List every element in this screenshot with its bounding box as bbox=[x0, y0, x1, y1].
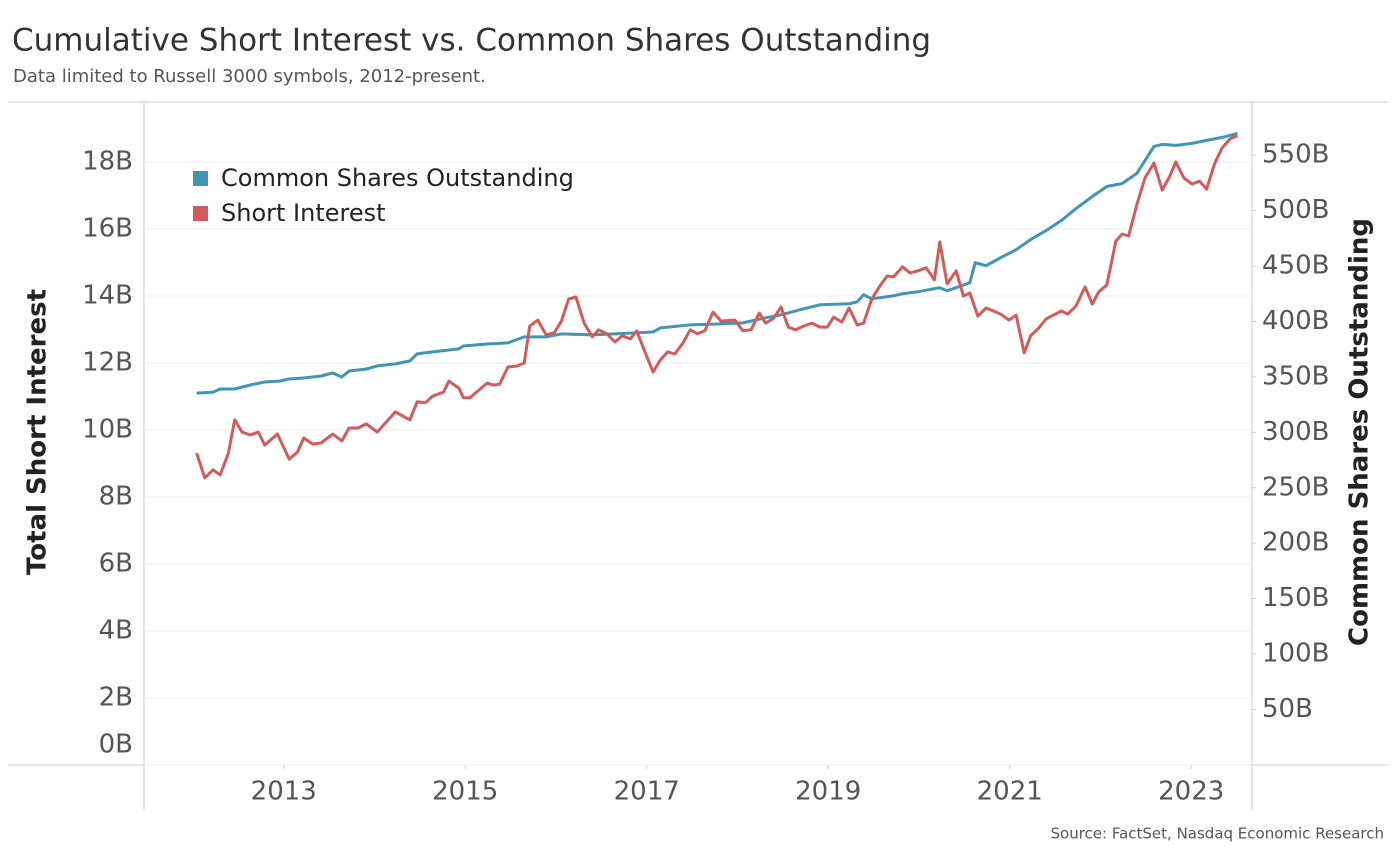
y-axis-title: Total Short Interest bbox=[23, 289, 53, 575]
y-tick-label: 12B bbox=[82, 347, 133, 377]
y2-tick-label: 200B bbox=[1262, 528, 1329, 558]
legend-swatch bbox=[193, 171, 208, 186]
legend-label: Short Interest bbox=[221, 199, 386, 227]
chart-title: Cumulative Short Interest vs. Common Sha… bbox=[12, 23, 931, 59]
y2-tick-label: 100B bbox=[1262, 639, 1329, 669]
x-tick-label: 2013 bbox=[251, 777, 317, 807]
y2-tick-label: 400B bbox=[1262, 306, 1329, 336]
x-tick-label: 2015 bbox=[432, 777, 498, 807]
source-note: Source: FactSet, Nasdaq Economic Researc… bbox=[1051, 825, 1385, 843]
y2-tick-label: 50B bbox=[1262, 694, 1313, 724]
x-tick-label: 2017 bbox=[614, 777, 680, 807]
y-tick-label: 2B bbox=[99, 682, 133, 712]
y2-tick-label: 500B bbox=[1262, 195, 1329, 225]
y-tick-label: 14B bbox=[82, 280, 133, 310]
x-tick-label: 2023 bbox=[1158, 777, 1224, 807]
y-tick-label: 10B bbox=[82, 414, 133, 444]
y2-tick-label: 250B bbox=[1262, 472, 1329, 502]
y-tick-label: 0B bbox=[99, 730, 133, 760]
x-tick-label: 2019 bbox=[795, 777, 861, 807]
y2-tick-label: 350B bbox=[1262, 361, 1329, 391]
y2-tick-label: 450B bbox=[1262, 251, 1329, 281]
chart-subtitle: Data limited to Russell 3000 symbols, 20… bbox=[13, 66, 486, 87]
y2-axis-title: Common Shares Outstanding bbox=[1345, 218, 1375, 646]
y2-tick-label: 150B bbox=[1262, 583, 1329, 613]
y2-tick-label: 300B bbox=[1262, 417, 1329, 447]
y2-tick-label: 550B bbox=[1262, 140, 1329, 170]
x-tick-label: 2021 bbox=[977, 777, 1043, 807]
y-tick-label: 16B bbox=[82, 213, 133, 243]
y-tick-label: 18B bbox=[82, 146, 133, 176]
y-tick-label: 6B bbox=[99, 548, 133, 578]
y-tick-label: 8B bbox=[99, 481, 133, 511]
series-line bbox=[196, 131, 1238, 395]
legend-swatch bbox=[193, 206, 208, 221]
series-line bbox=[195, 134, 1239, 480]
y-tick-label: 4B bbox=[99, 615, 133, 645]
legend-label: Common Shares Outstanding bbox=[221, 164, 574, 192]
